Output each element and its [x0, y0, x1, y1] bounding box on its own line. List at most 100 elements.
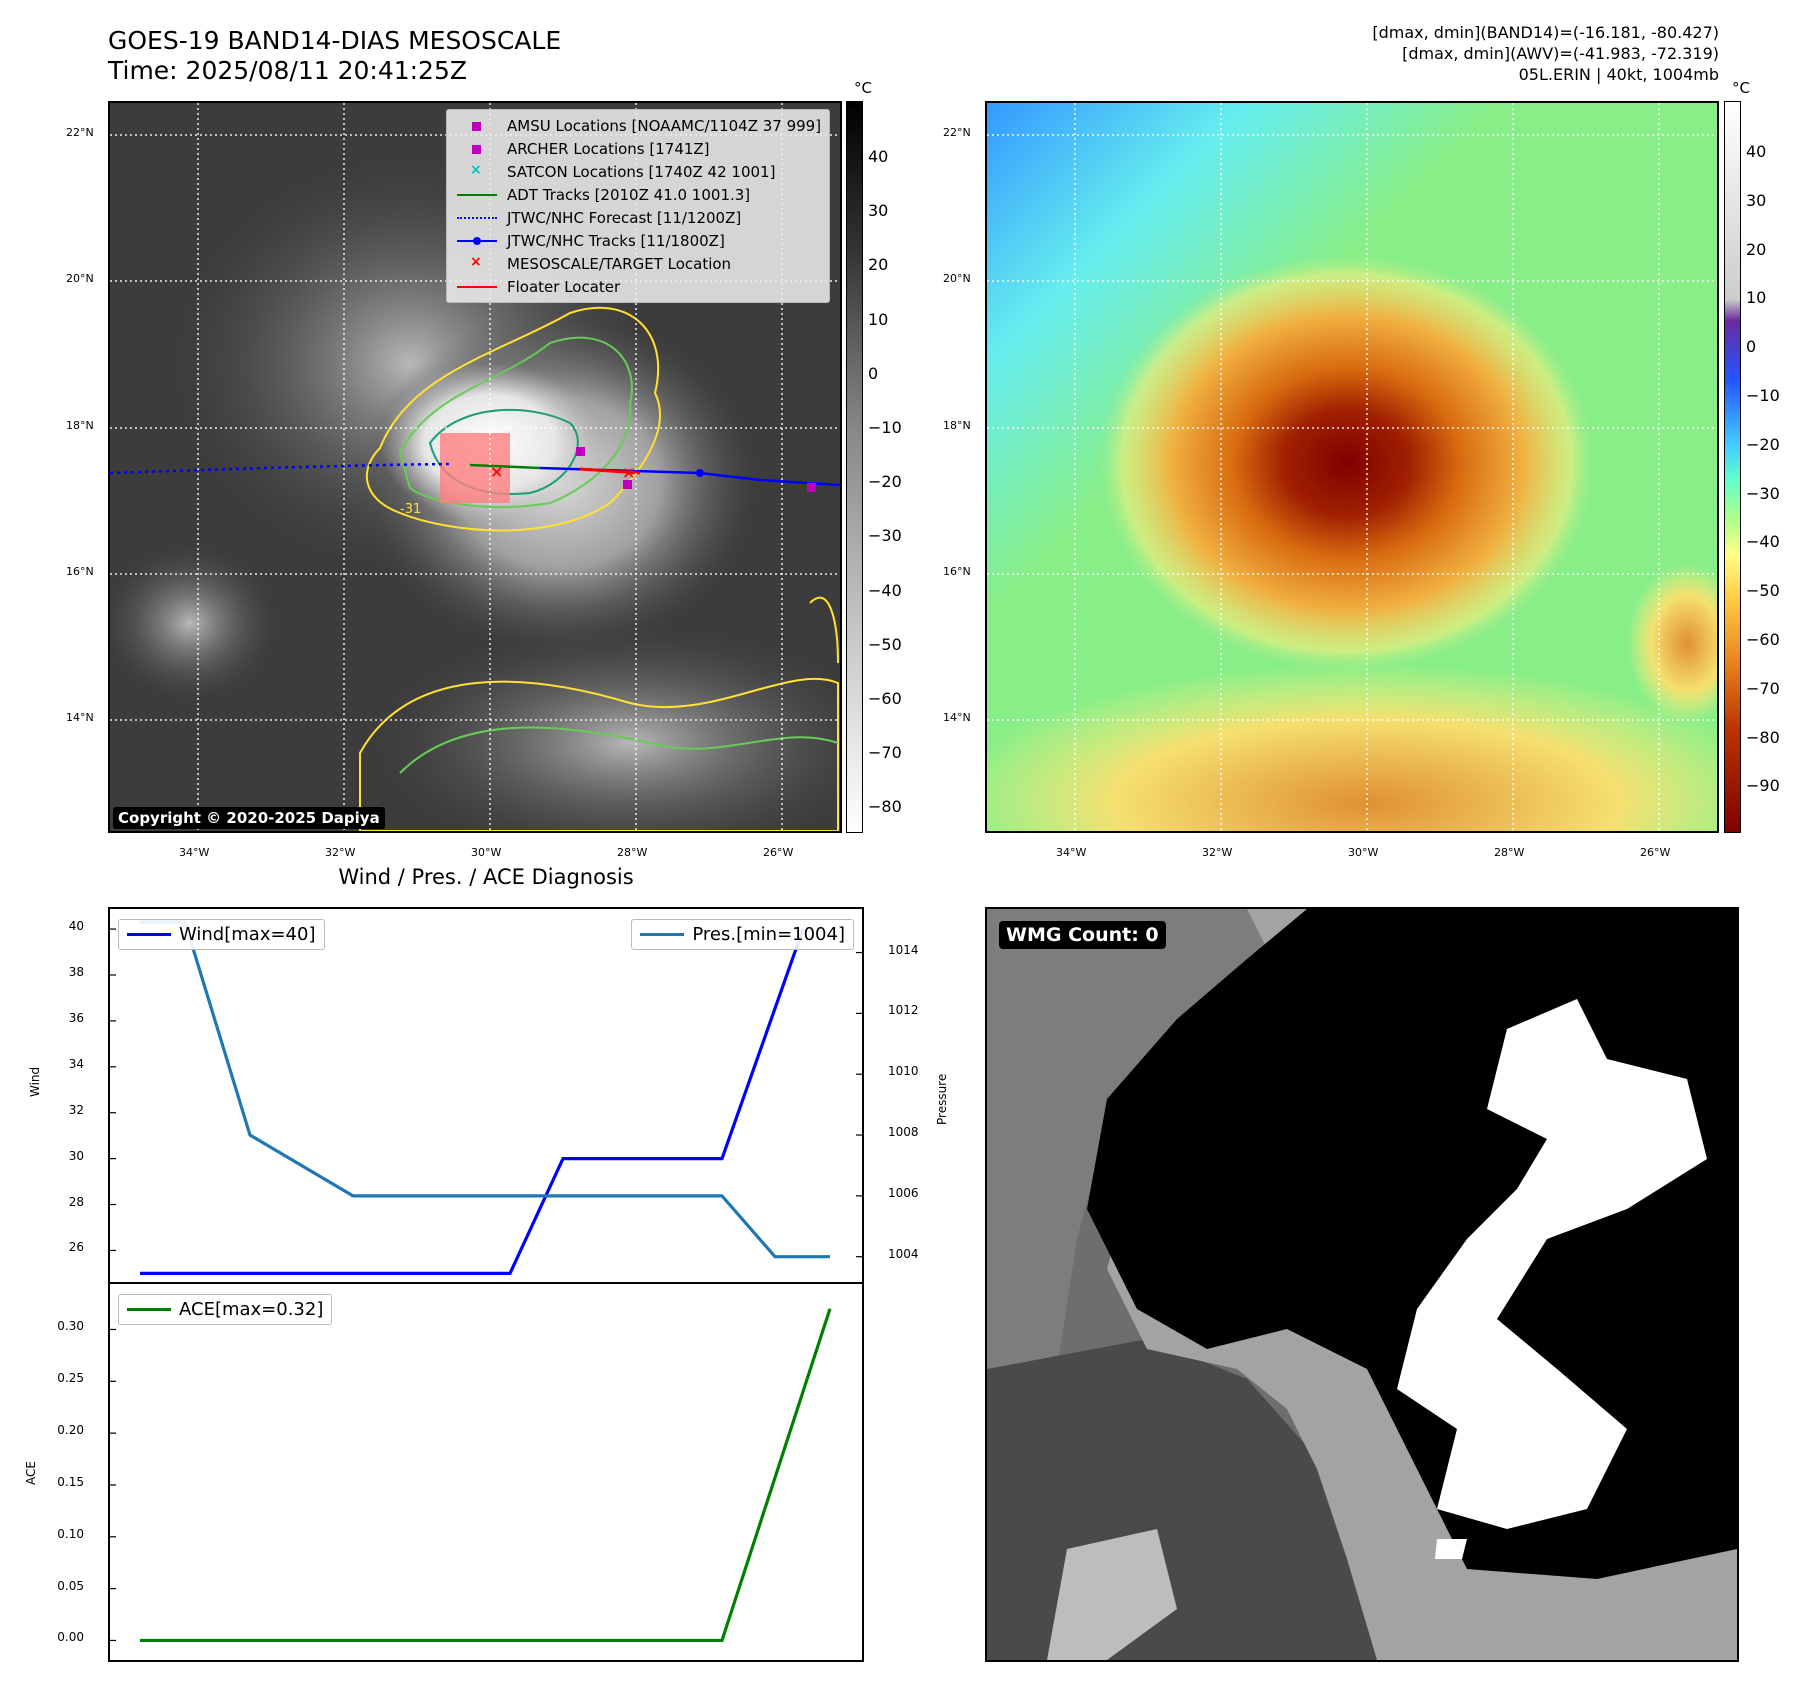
contour-label: -31 [400, 502, 421, 517]
axis-tick-label: 0.20 [57, 1423, 84, 1438]
colorbar-tick-label: 20 [1746, 239, 1767, 259]
axis-tick-label: 1012 [888, 1003, 919, 1018]
colorbar-tick-label: −50 [868, 634, 902, 654]
colorbar-tick-label: −30 [868, 526, 902, 546]
axis-tick-label: 1004 [888, 1246, 919, 1261]
colorbar-tick-label: 10 [868, 309, 889, 329]
ir-map-panel: × × -31 AMSU Locations [NOAAMC/1104Z 37 … [108, 101, 842, 833]
info-line1: [dmax, dmin](BAND14)=(-16.181, -80.427) [1372, 23, 1719, 42]
lat-label: 18°N [943, 419, 971, 432]
lon-label: 30°W [1348, 846, 1379, 859]
colorbar-tick-label: −70 [1746, 678, 1780, 698]
diagnosis-title: Wind / Pres. / ACE Diagnosis [338, 865, 634, 889]
axis-tick-label: 32 [68, 1102, 84, 1117]
colorbar-tick-label: 0 [868, 363, 879, 383]
colorbar-tick-label: −20 [868, 472, 902, 492]
legend-line-icon [127, 933, 171, 936]
axis-tick-label: 28 [68, 1194, 84, 1209]
axis-tick-label: 30 [68, 1148, 84, 1163]
colorbar-tick-label: 30 [868, 201, 889, 221]
colorbar-tick-label: 40 [1746, 142, 1767, 161]
map-title-line1: GOES-19 BAND14-DIAS MESOSCALE [108, 26, 562, 55]
awv-map-panel [985, 101, 1719, 833]
lat-label: 16°N [66, 565, 94, 578]
ace-legend: ACE[max=0.32] [118, 1294, 333, 1325]
axis-tick-label: 0.05 [57, 1578, 84, 1593]
lat-label: 20°N [66, 272, 94, 285]
colorbar-tick-label: −60 [1746, 630, 1780, 649]
axis-tick-label: 38 [68, 964, 84, 979]
legend-x-icon: × [470, 253, 482, 270]
lat-label: 18°N [66, 419, 94, 432]
lat-label: 14°N [943, 711, 971, 724]
axis-tick-label: 1010 [888, 1064, 919, 1079]
legend-item-archer: ARCHER Locations [1741Z] [455, 137, 821, 160]
axis-tick-label: 0.15 [57, 1474, 84, 1489]
colorbar-tick-label: 10 [1746, 288, 1767, 308]
lon-label: 30°W [471, 846, 502, 859]
legend-item-tracks: JTWC/NHC Tracks [11/1800Z] [455, 229, 821, 252]
wind-legend: Wind[max=40] [118, 919, 325, 950]
lat-label: 22°N [66, 126, 94, 139]
legend-x-icon: × [470, 161, 482, 178]
colorbar-tick-label: −80 [1746, 727, 1780, 747]
lon-label: 26°W [763, 846, 794, 859]
axis-tick-label: 40 [68, 919, 84, 934]
lat-label: 16°N [943, 565, 971, 578]
wmg-count-label: WMG Count: 0 [999, 921, 1166, 949]
info-line3: 05L.ERIN | 40kt, 1004mb [1518, 65, 1719, 84]
wind-pres-panel: Wind[max=40] Pres.[min=1004] [108, 907, 864, 1284]
ace-series-line [140, 1308, 832, 1643]
wind-series-line [140, 928, 805, 1276]
legend-item-amsu: AMSU Locations [NOAAMC/1104Z 37 999] [455, 114, 821, 137]
legend-item-mesoscale: × MESOSCALE/TARGET Location [455, 252, 821, 275]
ace-ylabel: ACE [24, 1461, 38, 1485]
legend-item-forecast: JTWC/NHC Forecast [11/1200Z] [455, 206, 821, 229]
ace-chart [110, 1308, 832, 1643]
colorbar-tick-label: −10 [1746, 386, 1780, 405]
colorbar-tick-label: −30 [1746, 483, 1780, 503]
axis-tick-label: 1008 [888, 1125, 919, 1140]
wmg-image [987, 909, 1737, 1660]
colorbar-tick-label: −90 [1746, 776, 1780, 796]
colorbar-tick-label: −50 [1746, 581, 1780, 601]
legend-item-satcon: × SATCON Locations [1740Z 42 1001] [455, 160, 821, 183]
axis-tick-label: 1014 [888, 942, 919, 957]
axis-tick-label: 26 [68, 1240, 84, 1255]
wind-pres-chart [110, 920, 862, 1276]
ace-panel: ACE[max=0.32] [108, 1282, 864, 1662]
legend-square-icon [455, 119, 499, 133]
legend-item-floater: Floater Locater [455, 275, 821, 298]
lon-label: 32°W [1202, 846, 1233, 859]
lon-label: 34°W [1056, 846, 1087, 859]
axis-tick-label: 0.00 [57, 1630, 84, 1645]
legend-linedot-icon [455, 234, 499, 248]
legend-line-icon [127, 1308, 171, 1311]
colorbar-tick-label: 40 [868, 147, 889, 166]
pressure-series-line [140, 920, 830, 1259]
colorbar-tick-label: −20 [1746, 434, 1780, 454]
lon-label: 32°W [325, 846, 356, 859]
colorbar-tick-label: 20 [868, 255, 889, 275]
colorbar-tick-label: 30 [1746, 190, 1767, 210]
colorbar2-unit: °C [1732, 79, 1750, 97]
legend-line-icon [640, 933, 685, 936]
lon-label: 26°W [1640, 846, 1671, 859]
colorbar2 [1724, 101, 1741, 833]
pres-ylabel: Pressure [935, 1073, 949, 1125]
axis-tick-label: 36 [68, 1010, 84, 1025]
lat-label: 14°N [66, 711, 94, 724]
colorbar-tick-label: −10 [868, 418, 902, 437]
map-legend: AMSU Locations [NOAAMC/1104Z 37 999] ARC… [446, 109, 831, 303]
colorbar-tick-label: −70 [868, 743, 902, 763]
legend-square-icon [455, 142, 499, 156]
legend-dotted-icon [455, 211, 499, 225]
legend-line-icon [455, 280, 499, 294]
svg-text:×: × [622, 463, 635, 482]
colorbar-tick-label: −60 [868, 689, 902, 708]
copyright-label: Copyright © 2020-2025 Dapiya [113, 807, 385, 829]
axis-tick-label: 0.30 [57, 1319, 84, 1334]
legend-item-adt: ADT Tracks [2010Z 41.0 1001.3] [455, 183, 821, 206]
colorbar-tick-label: −80 [868, 797, 902, 817]
lon-label: 28°W [1494, 846, 1525, 859]
